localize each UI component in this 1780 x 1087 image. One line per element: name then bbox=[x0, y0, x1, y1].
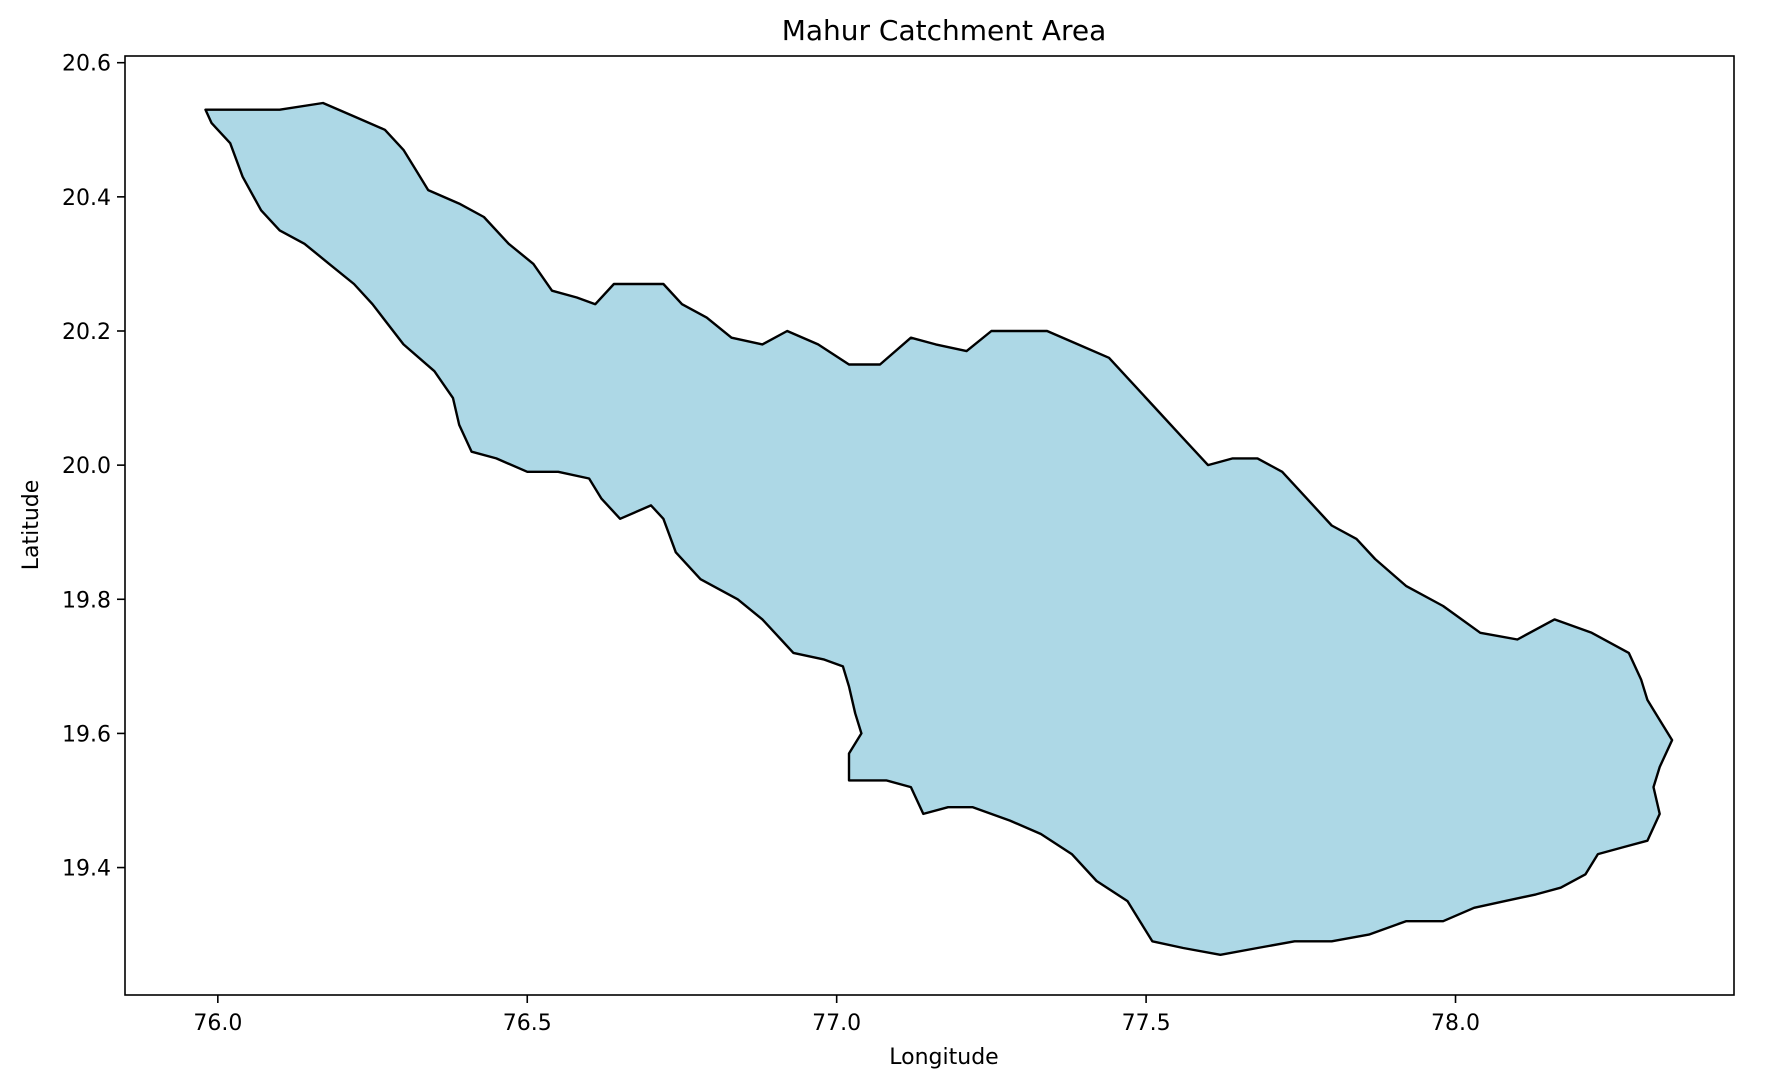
x-axis-ticks: 76.0 76.5 77.0 77.5 78.0 bbox=[193, 995, 1480, 1036]
x-axis-label: Longitude bbox=[889, 1045, 998, 1070]
x-tick-label: 76.5 bbox=[503, 1011, 552, 1036]
catchment-polygon bbox=[204, 101, 1674, 956]
y-tick-label: 19.8 bbox=[62, 588, 111, 613]
y-axis-ticks: 19.4 19.6 19.8 20.0 20.2 20.4 20.6 bbox=[62, 52, 125, 882]
y-tick-label: 20.0 bbox=[62, 454, 111, 479]
y-tick-label: 20.4 bbox=[62, 186, 111, 211]
plot-area: 76.0 76.5 77.0 77.5 78.0 19.4 19.6 19.8 20.0 20.… bbox=[62, 52, 1735, 1036]
x-tick-label: 76.0 bbox=[193, 1011, 242, 1036]
y-tick-label: 19.6 bbox=[62, 722, 111, 747]
y-tick-label: 20.6 bbox=[62, 52, 111, 77]
y-tick-label: 19.4 bbox=[62, 857, 111, 882]
chart-title: Mahur Catchment Area bbox=[782, 14, 1107, 47]
x-tick-label: 78.0 bbox=[1431, 1011, 1480, 1036]
axes-frame bbox=[124, 55, 1735, 996]
x-tick-label: 77.5 bbox=[1122, 1011, 1171, 1036]
y-axis-label: Latitude bbox=[19, 480, 44, 571]
y-tick-label: 20.2 bbox=[62, 320, 111, 345]
x-tick-label: 77.0 bbox=[812, 1011, 861, 1036]
